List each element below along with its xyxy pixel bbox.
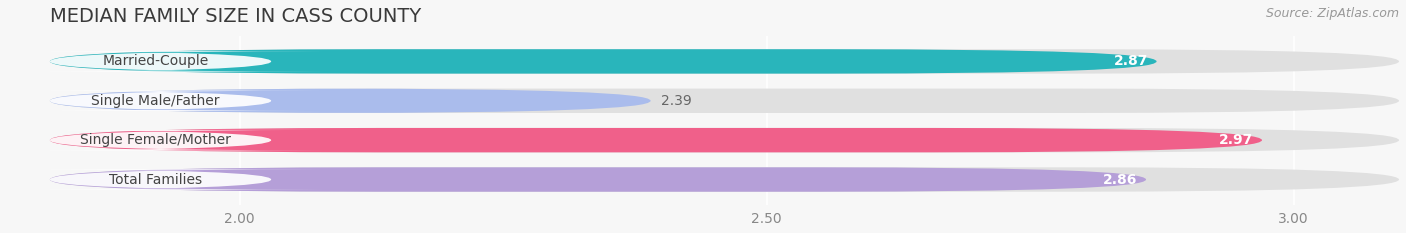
FancyBboxPatch shape xyxy=(0,91,325,111)
Text: 2.97: 2.97 xyxy=(1219,133,1254,147)
Text: Single Female/Mother: Single Female/Mother xyxy=(80,133,231,147)
Text: Single Male/Father: Single Male/Father xyxy=(91,94,219,108)
FancyBboxPatch shape xyxy=(49,49,1157,74)
Text: 2.86: 2.86 xyxy=(1104,172,1137,187)
FancyBboxPatch shape xyxy=(49,89,651,113)
FancyBboxPatch shape xyxy=(49,128,1263,152)
FancyBboxPatch shape xyxy=(49,128,1399,152)
FancyBboxPatch shape xyxy=(0,51,325,72)
Text: 2.39: 2.39 xyxy=(661,94,692,108)
Text: Source: ZipAtlas.com: Source: ZipAtlas.com xyxy=(1265,7,1399,20)
Text: Married-Couple: Married-Couple xyxy=(103,55,208,69)
FancyBboxPatch shape xyxy=(49,167,1146,192)
FancyBboxPatch shape xyxy=(49,49,1399,74)
FancyBboxPatch shape xyxy=(0,169,325,190)
Text: Total Families: Total Families xyxy=(108,172,202,187)
Text: MEDIAN FAMILY SIZE IN CASS COUNTY: MEDIAN FAMILY SIZE IN CASS COUNTY xyxy=(49,7,422,26)
FancyBboxPatch shape xyxy=(0,130,325,151)
FancyBboxPatch shape xyxy=(49,89,1399,113)
Text: 2.87: 2.87 xyxy=(1114,55,1149,69)
FancyBboxPatch shape xyxy=(49,167,1399,192)
